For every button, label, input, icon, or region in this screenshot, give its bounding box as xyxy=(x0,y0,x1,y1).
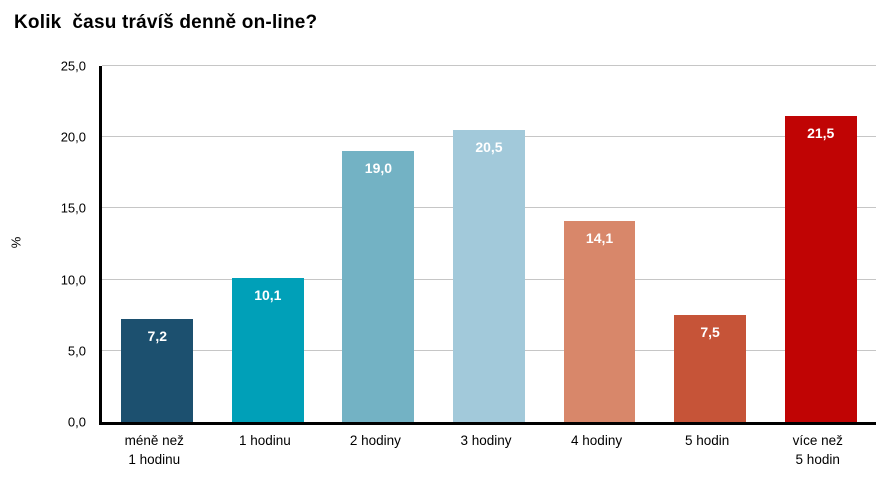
bar-slot: 10,1 xyxy=(213,66,324,422)
y-axis-title: % xyxy=(8,236,24,249)
bar-slot: 19,0 xyxy=(323,66,434,422)
bar-value-label: 14,1 xyxy=(585,230,614,247)
y-tick-label: 0,0 xyxy=(67,414,86,430)
y-tick-label: 20,0 xyxy=(60,129,86,145)
bar-slot: 21,5 xyxy=(765,66,876,422)
bar-slot: 7,5 xyxy=(655,66,766,422)
bar: 14,1 xyxy=(563,221,636,422)
x-tick-label: 4 hodiny xyxy=(571,433,623,448)
x-tick-label: více než 5 hodin xyxy=(792,433,843,467)
bar-value-label: 19,0 xyxy=(364,160,393,177)
x-tick-label: 1 hodinu xyxy=(238,433,291,448)
y-tick-label: 10,0 xyxy=(60,272,86,288)
bar: 7,5 xyxy=(674,315,747,422)
bar: 7,2 xyxy=(121,319,194,422)
bar: 19,0 xyxy=(342,151,415,422)
chart-title: Kolik času trávíš denně on-line? xyxy=(14,12,318,33)
y-tick-label: 15,0 xyxy=(60,200,86,216)
bar-slot: 7,2 xyxy=(102,66,213,422)
x-axis: méně než 1 hodinu 1 hodinu 2 hodiny 3 hodin… xyxy=(99,431,873,475)
x-tick-label: 5 hodin xyxy=(684,433,730,448)
bar-value-label: 7,2 xyxy=(147,328,167,345)
bar-slot: 20,5 xyxy=(434,66,545,422)
bar-slot: 14,1 xyxy=(544,66,655,422)
x-tick-label: méně než 1 hodinu xyxy=(124,433,184,467)
bar-value-label: 7,5 xyxy=(700,324,720,341)
bar-value-label: 20,5 xyxy=(475,139,503,156)
bar: 20,5 xyxy=(453,130,525,422)
y-tick-label: 5,0 xyxy=(67,343,86,359)
plot-area: 7,2 10,1 19,0 20,5 14,1 7,5 21,5 xyxy=(99,65,876,425)
bar-value-label: 21,5 xyxy=(807,124,835,141)
y-axis: 0,0 5,0 10,0 15,0 20,0 25,0 xyxy=(0,59,90,430)
x-tick-label: 2 hodiny xyxy=(349,433,401,448)
bar: 10,1 xyxy=(231,278,304,422)
bar-value-label: 10,1 xyxy=(254,287,282,304)
x-tick-label: 3 hodiny xyxy=(460,433,512,448)
y-tick-label: 25,0 xyxy=(60,58,86,74)
gridline xyxy=(102,65,876,66)
bar: 21,5 xyxy=(784,115,857,422)
